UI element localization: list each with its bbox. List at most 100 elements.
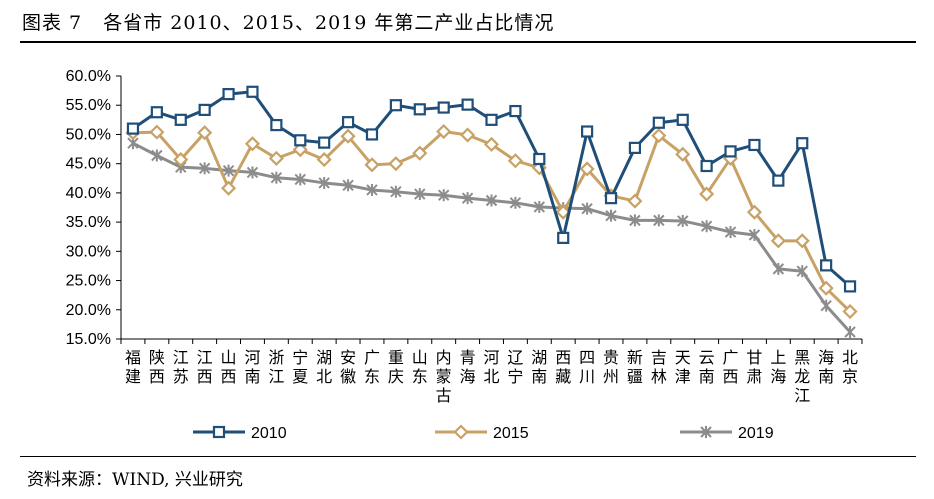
legend-item-2010: 2010	[193, 425, 287, 442]
point-marker	[675, 146, 691, 162]
point-marker	[150, 106, 163, 119]
point-marker	[461, 98, 474, 111]
series-2019	[127, 137, 856, 338]
point-marker	[437, 189, 450, 202]
point-marker	[628, 141, 642, 154]
bottom-rule	[20, 456, 916, 457]
point-marker	[581, 202, 593, 215]
y-tick-label: 50.0%	[66, 126, 111, 143]
point-marker	[627, 193, 643, 209]
x-tick-label: 新疆	[627, 348, 643, 386]
x-tick-label: 上海	[770, 348, 786, 386]
y-tick-label: 35.0%	[66, 214, 111, 231]
point-marker	[364, 157, 380, 173]
point-marker	[292, 142, 308, 158]
point-marker	[794, 233, 810, 249]
point-marker	[676, 113, 689, 126]
point-marker	[342, 179, 354, 192]
x-tick-label: 云南	[699, 348, 715, 386]
point-marker	[246, 166, 259, 179]
x-tick-label: 西藏	[555, 348, 571, 386]
point-marker	[244, 136, 261, 152]
point-marker	[772, 262, 785, 275]
point-marker	[460, 127, 476, 143]
source-note: 资料来源：WIND, 兴业研究	[27, 470, 243, 490]
point-marker	[270, 118, 283, 132]
point-marker	[770, 233, 786, 249]
point-marker	[818, 280, 834, 296]
x-tick-label: 黑龙江	[794, 348, 810, 405]
legend-item-2019: 2019	[680, 425, 774, 442]
point-marker	[604, 192, 618, 205]
point-marker	[414, 188, 426, 201]
point-marker	[748, 228, 761, 241]
point-marker	[341, 116, 355, 129]
point-marker	[509, 104, 522, 118]
legend: 2010 2015 2019	[193, 424, 774, 442]
x-tick-label: 安徽	[340, 348, 356, 386]
point-marker	[294, 173, 306, 186]
point-marker	[842, 303, 858, 320]
point-marker	[198, 162, 211, 175]
point-marker	[724, 226, 737, 239]
x-tick-label: 吉林	[651, 348, 667, 386]
point-marker	[483, 136, 500, 152]
point-marker	[174, 113, 187, 126]
series-2015	[125, 123, 858, 320]
x-tick-label: 宁夏	[292, 348, 308, 386]
point-marker	[246, 85, 259, 98]
plot-area: 15.0% 20.0% 25.0% 30.0% 35.0% 40.0% 45.0% 50.0%…	[66, 68, 863, 405]
point-marker	[270, 171, 283, 184]
point-marker	[268, 150, 284, 166]
x-tick-label: 甘肃	[746, 348, 762, 386]
point-marker	[221, 180, 237, 196]
point-marker	[509, 196, 522, 209]
y-tick-label: 45.0%	[66, 156, 111, 173]
point-marker	[700, 159, 713, 173]
x-tick-label: 湖南	[531, 348, 547, 386]
x-tick-label: 四川	[579, 348, 595, 386]
x-tick-label: 浙江	[268, 348, 284, 386]
point-marker	[294, 134, 307, 147]
point-marker	[748, 138, 761, 152]
x-tick-label: 河南	[244, 348, 260, 386]
y-tick-label: 25.0%	[66, 273, 111, 290]
point-marker	[700, 426, 712, 438]
x-tick-label: 陕西	[149, 348, 165, 386]
point-marker	[629, 214, 641, 227]
point-marker	[222, 88, 235, 101]
point-marker	[485, 194, 498, 207]
series-line	[132, 141, 852, 333]
point-marker	[316, 152, 332, 168]
point-marker	[340, 128, 356, 144]
y-tick-label: 40.0%	[66, 185, 111, 202]
point-marker	[436, 123, 452, 140]
point-marker	[222, 164, 235, 177]
point-marker	[198, 103, 211, 116]
y-tick-label: 60.0%	[66, 68, 111, 85]
point-marker	[389, 99, 402, 112]
x-tick-label: 海南	[818, 348, 834, 386]
point-marker	[366, 183, 378, 196]
series-line	[132, 130, 852, 313]
legend-item-2015: 2015	[435, 424, 529, 442]
point-marker	[453, 424, 469, 440]
x-tick-label: 重庆	[388, 348, 404, 386]
point-marker	[412, 145, 428, 161]
x-tick-label: 山西	[221, 348, 237, 386]
x-tick-label: 辽宁	[507, 348, 523, 386]
chart-title: 图表 7 各省市 2010、2015、2019 年第二产业占比情况	[22, 12, 555, 34]
y-tick-label: 20.0%	[66, 302, 111, 319]
point-marker	[437, 101, 450, 114]
legend-label: 2015	[493, 425, 529, 442]
point-marker	[149, 124, 165, 140]
point-marker	[581, 125, 594, 138]
x-tick-label: 青海	[460, 348, 476, 386]
point-marker	[772, 174, 785, 187]
x-tick-label: 江苏	[173, 348, 189, 386]
point-marker	[390, 185, 402, 198]
point-marker	[820, 299, 832, 312]
y-tick-label: 15.0%	[66, 331, 111, 348]
point-marker	[533, 152, 546, 166]
point-marker	[700, 220, 713, 233]
